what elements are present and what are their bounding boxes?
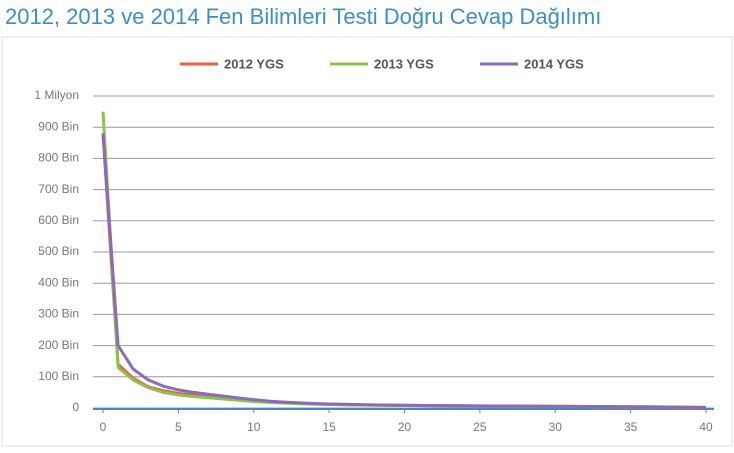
legend-label: 2014 YGS <box>524 56 584 71</box>
series-line <box>101 133 707 409</box>
x-tick-label: 30 <box>549 420 563 434</box>
y-tick-label: 300 Bin <box>38 307 79 321</box>
series-line <box>101 133 707 409</box>
x-tick-label: 0 <box>100 420 107 434</box>
y-tick-label: 500 Bin <box>38 244 79 258</box>
x-tick-label: 5 <box>175 420 182 434</box>
x-tick-label: 35 <box>624 420 638 434</box>
legend-label: 2013 YGS <box>374 56 434 71</box>
y-tick-label: 0 <box>72 400 79 414</box>
y-tick-label: 600 Bin <box>38 213 79 227</box>
chart-title: 2012, 2013 ve 2014 Fen Bilimleri Testi D… <box>5 4 601 29</box>
y-tick-label: 400 Bin <box>38 275 79 289</box>
y-tick-label: 700 Bin <box>38 182 79 196</box>
x-tick-label: 25 <box>473 420 487 434</box>
y-tick-label: 200 Bin <box>38 338 79 352</box>
x-tick-label: 10 <box>247 420 261 434</box>
chart-frame <box>1 36 733 447</box>
y-tick-label: 1 Milyon <box>34 88 79 102</box>
x-tick-label: 40 <box>699 420 713 434</box>
y-tick-label: 900 Bin <box>38 119 79 133</box>
legend-label: 2012 YGS <box>224 56 284 71</box>
x-tick-label: 20 <box>398 420 412 434</box>
x-tick-label: 15 <box>322 420 336 434</box>
y-tick-label: 800 Bin <box>38 151 79 165</box>
y-tick-label: 100 Bin <box>38 369 79 383</box>
series-line <box>101 111 707 409</box>
